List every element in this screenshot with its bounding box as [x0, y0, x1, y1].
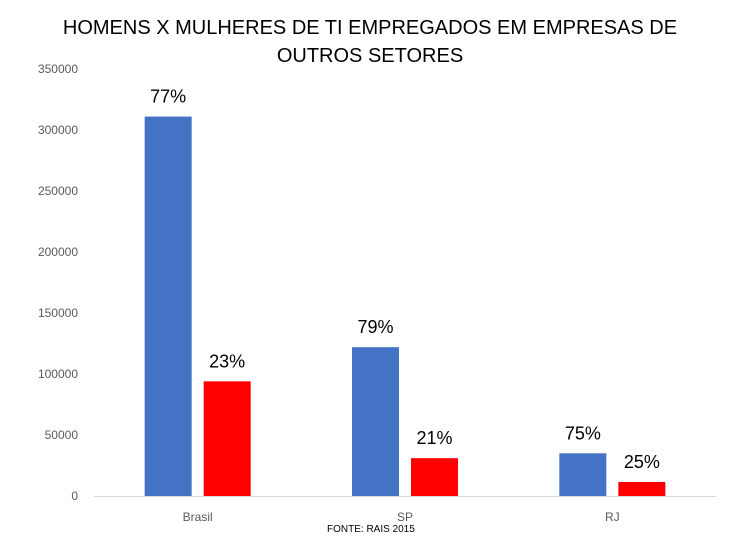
chart-title: HOMENS X MULHERES DE TI EMPREGADOS EM EM… — [62, 17, 678, 67]
data-label: 75% — [565, 423, 601, 443]
bar — [144, 116, 192, 496]
bar — [352, 347, 399, 496]
x-tick-label: RJ — [605, 510, 620, 524]
y-tick-label: 350000 — [38, 62, 78, 76]
bar — [618, 481, 666, 496]
y-tick-label: 200000 — [38, 245, 78, 259]
y-tick-label: 100000 — [38, 367, 78, 381]
data-label: 25% — [624, 452, 660, 472]
y-tick-label: 300000 — [38, 123, 78, 137]
y-tick-label: 150000 — [38, 306, 78, 320]
data-label: 77% — [150, 87, 186, 107]
y-tick-label: 50000 — [45, 428, 79, 442]
y-tick-label: 0 — [71, 489, 78, 503]
bar — [559, 453, 607, 496]
bar — [411, 458, 458, 496]
y-tick-label: 250000 — [38, 184, 78, 198]
data-label: 23% — [209, 351, 245, 371]
data-label: 21% — [416, 428, 452, 448]
x-tick-label: SP — [397, 510, 413, 524]
x-tick-label: Brasil — [183, 510, 213, 524]
bar — [203, 381, 251, 496]
data-label: 79% — [357, 317, 393, 337]
chart-source: FONTE: RAIS 2015 — [327, 524, 415, 535]
